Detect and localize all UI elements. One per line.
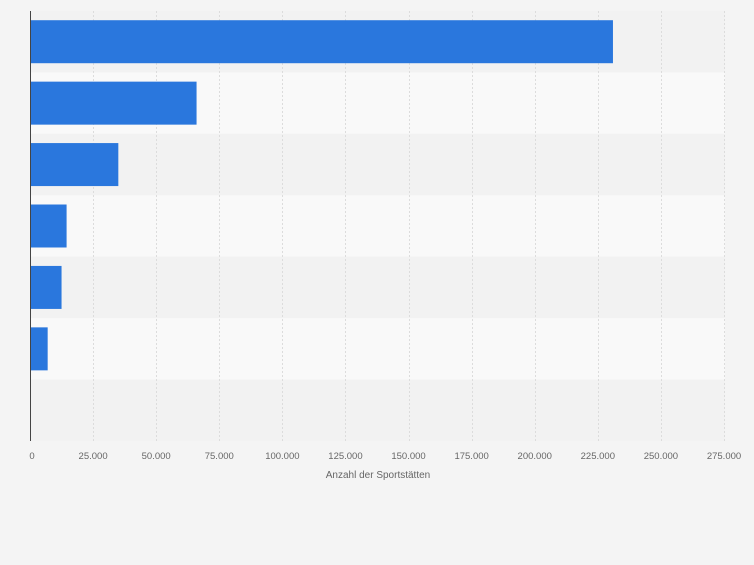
category-band: [30, 379, 725, 441]
x-tick-label: 125.000: [328, 451, 362, 462]
bar: [30, 327, 48, 371]
x-tick-label: 50.000: [142, 451, 171, 462]
x-tick-label: 275.000: [707, 451, 741, 462]
x-tick-label: 175.000: [454, 451, 488, 462]
x-tick-label: 225.000: [581, 451, 615, 462]
x-tick-labels: 0 25.000 50.000 75.000 100.000 125.000 150.000…: [29, 451, 741, 462]
category-band: [30, 133, 725, 196]
x-tick-label: 0: [29, 451, 34, 462]
bar: [30, 204, 67, 248]
category-bands: [30, 11, 725, 441]
x-tick-label: 100.000: [265, 451, 299, 462]
bars: [30, 20, 613, 371]
category-band: [30, 195, 725, 257]
x-axis-title: Anzahl der Sportstätten: [326, 470, 431, 481]
x-tick-label: 75.000: [205, 451, 234, 462]
bar: [30, 81, 197, 125]
category-band: [30, 256, 725, 319]
x-tick-label: 150.000: [391, 451, 425, 462]
x-tick-label: 250.000: [644, 451, 678, 462]
bar: [30, 265, 62, 309]
x-tick-label: 200.000: [518, 451, 552, 462]
bar: [30, 20, 613, 64]
category-band: [30, 318, 725, 380]
bar: [30, 143, 119, 187]
x-tick-label: 25.000: [79, 451, 108, 462]
